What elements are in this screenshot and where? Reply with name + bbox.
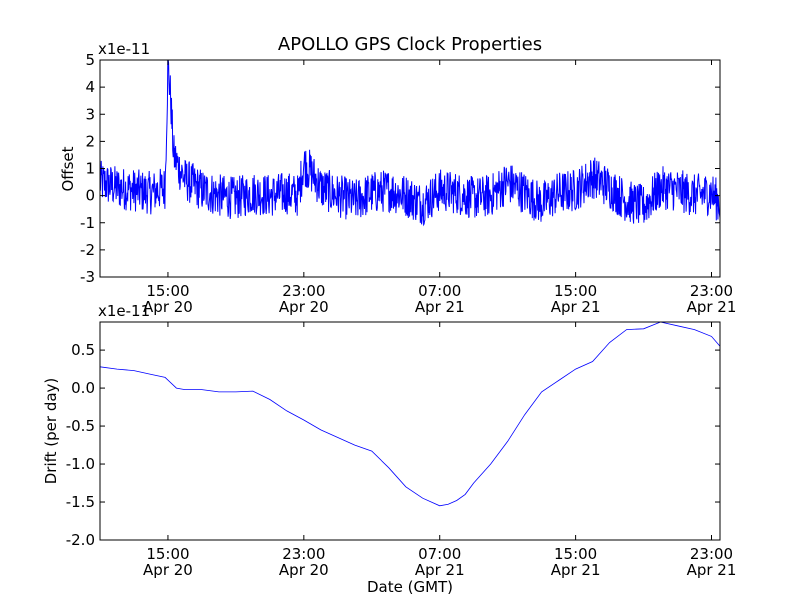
chart-title: APOLLO GPS Clock Properties: [278, 34, 542, 55]
y-tick-label: -2: [80, 241, 95, 259]
y-tick-label: 0: [85, 187, 95, 205]
x-tick-time-label: 15:00: [554, 282, 597, 300]
drift-scale-label: x1e-11: [98, 302, 150, 320]
x-tick-date-label: Apr 20: [143, 298, 193, 316]
x-tick-date-label: Apr 21: [687, 298, 737, 316]
x-tick-time-label: 23:00: [282, 545, 325, 563]
x-tick-time-label: 15:00: [554, 545, 597, 563]
x-tick-time-label: 07:00: [418, 545, 461, 563]
x-tick-date-label: Apr 20: [279, 298, 329, 316]
y-tick-label: -1: [80, 214, 95, 232]
offset-series-group: [99, 59, 721, 227]
x-tick-time-label: 07:00: [418, 282, 461, 300]
drift-series-group: [99, 321, 721, 507]
x-tick-date-label: Apr 21: [551, 298, 601, 316]
offset-series-line-0: [99, 59, 721, 227]
offset-chart: APOLLO GPS Clock Properties x1e-11 Offse…: [59, 34, 736, 316]
drift-series-line-0: [99, 321, 721, 507]
x-tick-time-label: 23:00: [690, 282, 733, 300]
offset-scale-label: x1e-11: [98, 40, 150, 58]
y-tick-label: 0.5: [71, 341, 95, 359]
x-tick-time-label: 23:00: [690, 545, 733, 563]
x-axis-label: Date (GMT): [367, 578, 453, 596]
y-tick-label: -3: [80, 268, 95, 286]
y-tick-label: 5: [85, 51, 95, 69]
x-tick-date-label: Apr 21: [415, 561, 465, 579]
offset-y-ticks: -3 -2 -1 0 1 2 3 4 5: [80, 51, 720, 286]
drift-chart: x1e-11 Drift (per day) -2.0 -1.5 -1.0 -0.5 0…: [42, 302, 736, 596]
y-tick-label: -1.5: [66, 493, 95, 511]
x-tick-time-label: 23:00: [282, 282, 325, 300]
x-tick-time-label: 15:00: [146, 282, 189, 300]
x-tick-date-label: Apr 21: [551, 561, 601, 579]
y-tick-label: -1.0: [66, 455, 95, 473]
offset-y-axis-label: Offset: [59, 146, 77, 191]
y-tick-label: -2.0: [66, 531, 95, 549]
y-tick-label: 4: [85, 78, 95, 96]
drift-y-axis-label: Drift (per day): [42, 378, 60, 485]
y-tick-label: -0.5: [66, 417, 95, 435]
y-tick-label: 0.0: [71, 379, 95, 397]
drift-plot-frame: [99, 321, 721, 541]
x-tick-date-label: Apr 20: [279, 561, 329, 579]
x-tick-date-label: Apr 21: [687, 561, 737, 579]
drift-y-ticks: -2.0 -1.5 -1.0 -0.5 0.0 0.5: [66, 341, 720, 549]
y-tick-label: 1: [85, 160, 95, 178]
x-tick-date-label: Apr 20: [143, 561, 193, 579]
x-tick-date-label: Apr 21: [415, 298, 465, 316]
y-tick-label: 2: [85, 132, 95, 150]
x-tick-time-label: 15:00: [146, 545, 189, 563]
y-tick-label: 3: [85, 105, 95, 123]
